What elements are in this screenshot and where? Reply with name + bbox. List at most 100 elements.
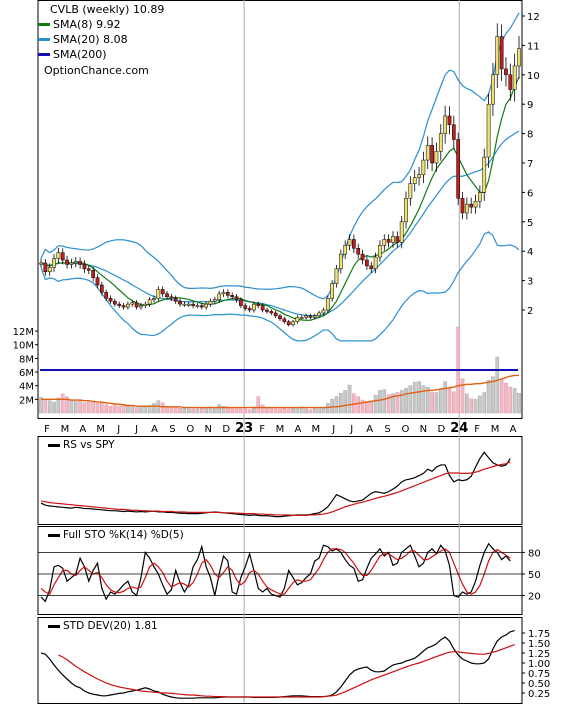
rs-panel-frame xyxy=(37,436,523,525)
candle-body xyxy=(139,305,143,308)
volume-average-line xyxy=(41,374,519,409)
volume-bar xyxy=(469,398,474,414)
candle-body xyxy=(295,317,300,323)
volume-bar xyxy=(391,393,395,414)
volume-bar xyxy=(312,408,317,414)
x-tick-12: F xyxy=(259,424,265,435)
x-tick-22: D xyxy=(437,424,445,435)
x-tick-18: A xyxy=(366,424,373,435)
volume-bar xyxy=(308,409,313,414)
volume-bar xyxy=(504,382,508,414)
candle-body xyxy=(226,292,230,296)
volume-bar xyxy=(169,406,174,414)
x-tick-24: F xyxy=(474,424,480,435)
volume-bar xyxy=(425,386,430,414)
volume-bar xyxy=(104,404,108,414)
volume-bar xyxy=(139,405,143,414)
candle-body xyxy=(425,145,430,161)
lower-band-line xyxy=(40,231,520,342)
std-panel-title: STD DEV(20) 1.81 xyxy=(48,620,158,632)
candle-body xyxy=(113,300,117,305)
rs-label: RS vs SPY xyxy=(63,439,115,451)
volume-bar xyxy=(460,378,465,414)
candle-body xyxy=(278,315,282,320)
volume-bar xyxy=(47,400,52,414)
candle-body xyxy=(495,36,500,76)
candle-body xyxy=(73,261,78,264)
candle-body xyxy=(130,302,135,305)
volume-bar xyxy=(39,397,43,414)
sto-tick-1: 50 xyxy=(528,570,541,581)
volume-bar xyxy=(404,388,408,414)
volume-bar xyxy=(347,384,352,414)
credit-text: OptionChance.com xyxy=(44,64,149,77)
std-tick-4: 0.75 xyxy=(528,669,550,680)
price-tick-0: 12 xyxy=(527,12,540,23)
x-tick-4: J xyxy=(116,424,120,435)
price-tick-6: 6 xyxy=(527,188,533,199)
candle-body xyxy=(478,192,482,202)
volume-tick-4: 4M xyxy=(19,382,34,393)
legend-price: CVLB (weekly) 10.89 xyxy=(38,3,164,16)
volume-bar xyxy=(491,376,495,414)
price-tick-1: 11 xyxy=(527,41,540,52)
volume-bar xyxy=(473,399,478,414)
candle-body xyxy=(312,315,317,318)
std-panel-frame xyxy=(37,617,523,704)
candle-body xyxy=(243,305,248,309)
price-tick-9: 3 xyxy=(527,277,533,288)
x-tick-11: 23 xyxy=(235,421,253,436)
candle-body xyxy=(365,259,369,267)
price-tick-3: 9 xyxy=(527,100,533,111)
candle-body xyxy=(195,305,200,308)
legend-sma200-label: SMA(200) xyxy=(53,48,107,61)
sma8-line xyxy=(40,76,520,321)
candle-body xyxy=(308,315,313,318)
std-series-1 xyxy=(58,644,515,698)
sto-tick-0: 80 xyxy=(528,548,541,559)
volume-bar xyxy=(173,407,178,414)
candle-body xyxy=(438,133,443,152)
std-tick-1: 1.50 xyxy=(528,639,550,650)
candle-body xyxy=(121,305,126,308)
candle-body xyxy=(408,183,413,199)
candle-body xyxy=(473,200,478,208)
x-tick-19: S xyxy=(384,424,390,435)
legend-sma8-value: 9.92 xyxy=(96,18,121,31)
sma20-line xyxy=(40,130,520,317)
candle-body xyxy=(239,299,243,306)
candle-body xyxy=(86,268,91,271)
volume-bar xyxy=(291,408,295,414)
legend-sma8: SMA(8) 9.92 xyxy=(38,18,121,31)
legend-sma20-value: 8.08 xyxy=(103,33,128,46)
volume-bar xyxy=(373,395,378,414)
volume-bar xyxy=(339,393,343,414)
candle-body xyxy=(369,265,374,270)
volume-bar xyxy=(256,396,261,414)
volume-bar xyxy=(204,407,208,414)
candle-body xyxy=(208,300,213,305)
candle-body xyxy=(417,174,421,178)
candle-body xyxy=(499,36,504,70)
volume-bar xyxy=(43,399,48,414)
candle-body xyxy=(182,303,187,306)
candle-body xyxy=(343,245,348,255)
candle-body xyxy=(338,253,343,270)
candle-body xyxy=(299,317,304,319)
candle-body xyxy=(117,303,122,306)
rs-series-0 xyxy=(40,451,511,518)
candle-body xyxy=(386,239,391,243)
volume-bar xyxy=(199,408,204,414)
volume-bar xyxy=(260,404,265,414)
x-tick-1: M xyxy=(61,424,70,435)
candle-body xyxy=(169,296,174,299)
candle-body xyxy=(399,221,404,243)
volume-bar xyxy=(304,408,308,414)
volume-bar xyxy=(230,407,235,414)
candle-body xyxy=(252,303,256,311)
volume-tick-0: 12M xyxy=(13,327,34,338)
volume-tick-3: 6M xyxy=(19,368,34,379)
volume-bar xyxy=(478,395,482,414)
std-label: STD DEV(20) xyxy=(63,620,131,632)
candle-body xyxy=(186,303,191,306)
